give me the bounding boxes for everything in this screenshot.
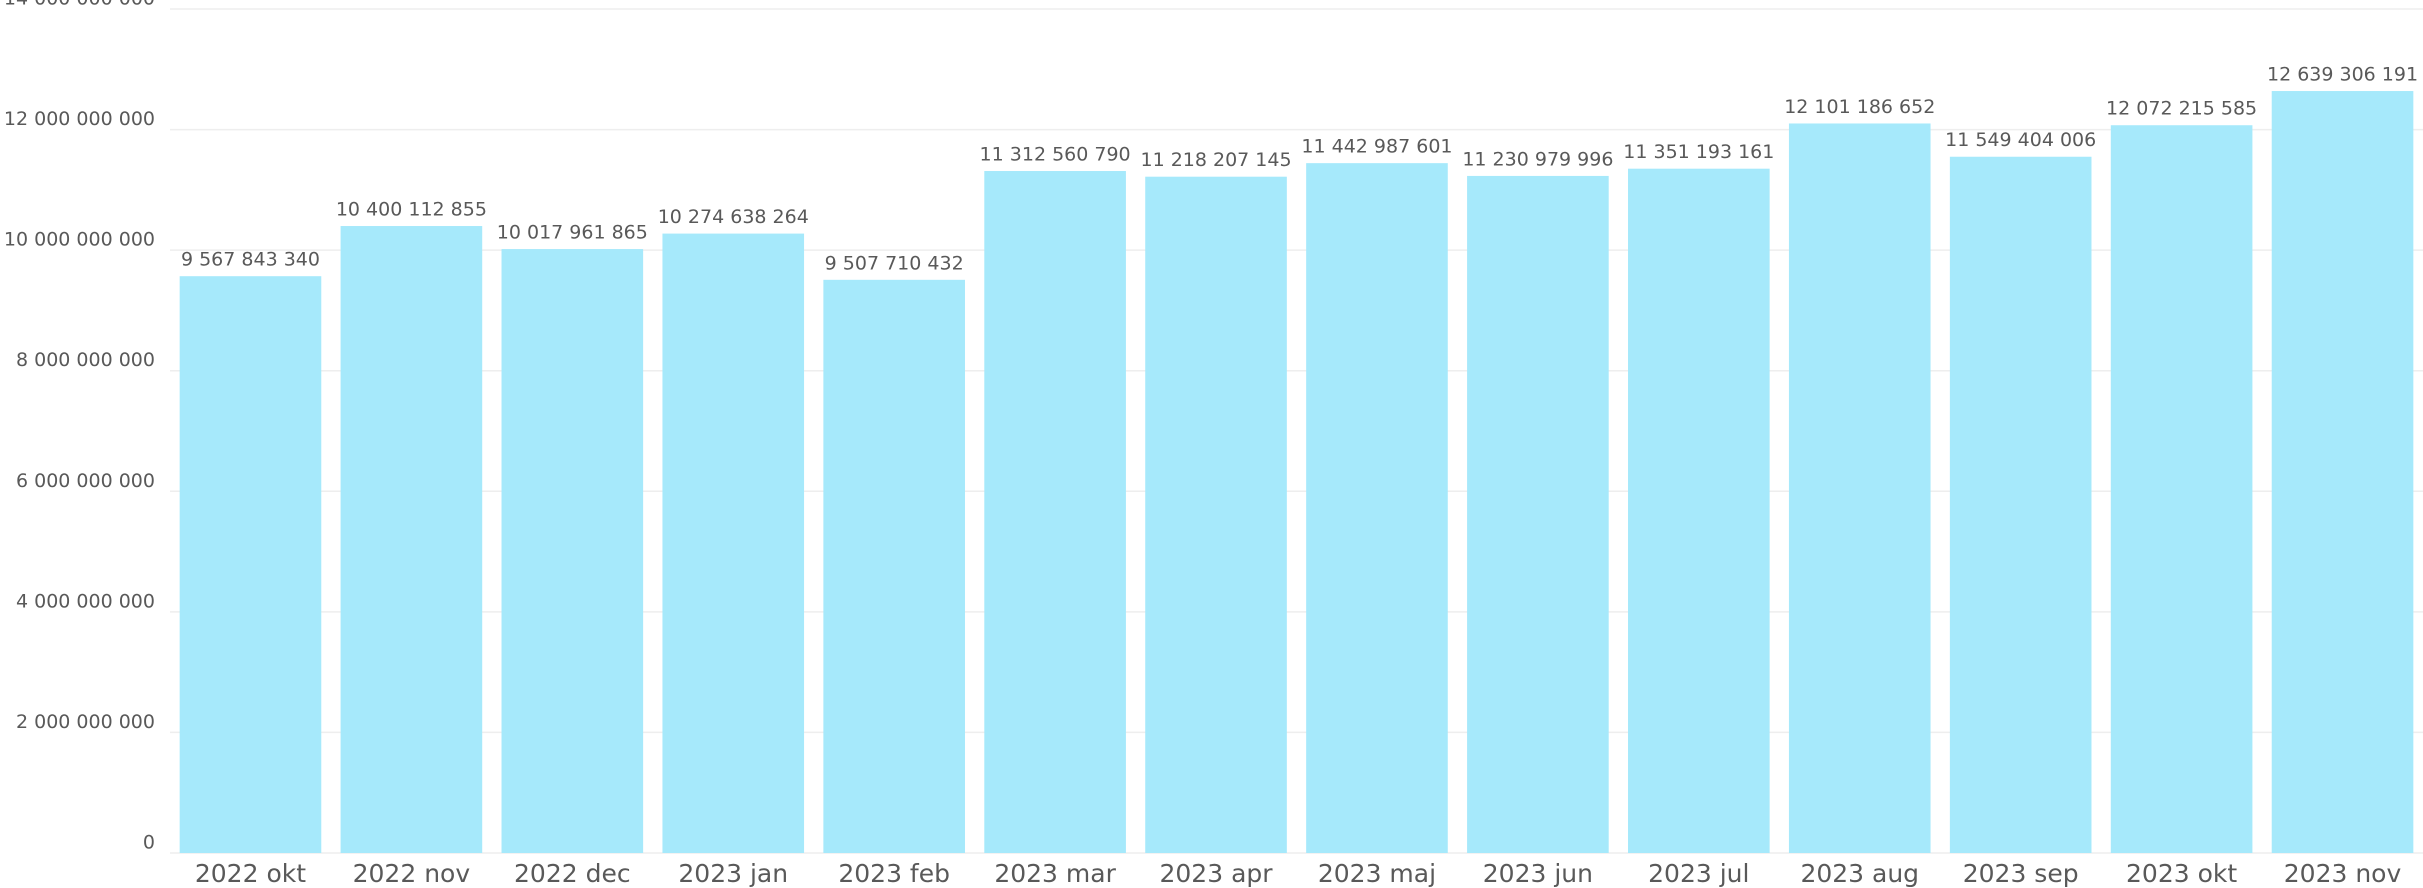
y-tick-label: 12 000 000 000 [4,108,155,130]
y-tick-label: 6 000 000 000 [16,470,155,492]
value-label: 11 218 207 145 [1140,149,1291,171]
value-label: 12 639 306 191 [2267,64,2418,86]
value-label: 11 549 404 006 [1945,129,2096,151]
x-tick-label: 2023 apr [1160,859,1274,888]
x-tick-label: 2023 nov [2284,859,2402,888]
bar [2271,91,2414,853]
x-tick-label: 2022 dec [514,859,631,888]
bar [1145,176,1287,853]
bar [1306,163,1448,854]
y-tick-label: 8 000 000 000 [16,349,155,371]
value-label: 11 230 979 996 [1462,148,1613,170]
bar [340,226,483,853]
x-tick-label: 2023 feb [838,859,950,888]
bar [1628,168,1770,854]
value-label: 9 567 843 340 [181,249,320,271]
bar [1467,175,1609,853]
value-label: 12 072 215 585 [2106,98,2257,120]
x-tick-label: 2022 nov [353,859,471,888]
value-label: 11 351 193 161 [1623,141,1774,163]
bar [662,233,805,854]
value-label: 12 101 186 652 [1784,96,1935,118]
bar [501,249,644,854]
y-tick-label: 4 000 000 000 [16,590,155,612]
bar [2110,125,2253,854]
bar [1788,123,1931,854]
value-label: 10 017 961 865 [497,222,648,244]
y-tick-label: 0 [143,832,155,854]
x-tick-label: 2023 sep [1963,859,2079,888]
bar [823,279,965,853]
y-tick-label: 2 000 000 000 [16,711,155,733]
bar [1949,156,2092,853]
x-tick-label: 2023 okt [2126,859,2237,888]
x-tick-label: 2023 maj [1318,859,1436,888]
x-tick-label: 2022 okt [195,859,306,888]
x-tick-label: 2023 jul [1648,859,1749,888]
value-label: 10 274 638 264 [658,206,809,228]
y-tick-label: 14 000 000 000 [4,0,155,10]
bar [984,171,1126,854]
value-label: 9 507 710 432 [825,252,964,274]
bar [179,276,322,853]
value-label: 11 442 987 601 [1301,136,1452,158]
x-tick-label: 2023 aug [1800,859,1919,888]
value-label: 11 312 560 790 [980,144,1131,166]
x-tick-label: 2023 mar [994,859,1116,888]
value-label: 10 400 112 855 [336,199,487,221]
x-tick-label: 2023 jun [1483,859,1593,888]
x-tick-label: 2023 jan [678,859,788,888]
y-tick-label: 10 000 000 000 [4,229,155,251]
